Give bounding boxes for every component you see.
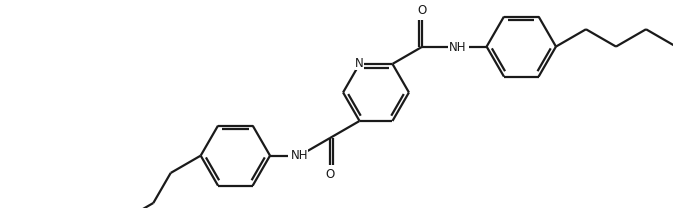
Text: NH: NH: [449, 41, 466, 54]
Text: O: O: [418, 4, 427, 17]
Text: O: O: [325, 168, 334, 181]
Text: N: N: [355, 57, 364, 71]
Text: NH: NH: [290, 149, 308, 162]
